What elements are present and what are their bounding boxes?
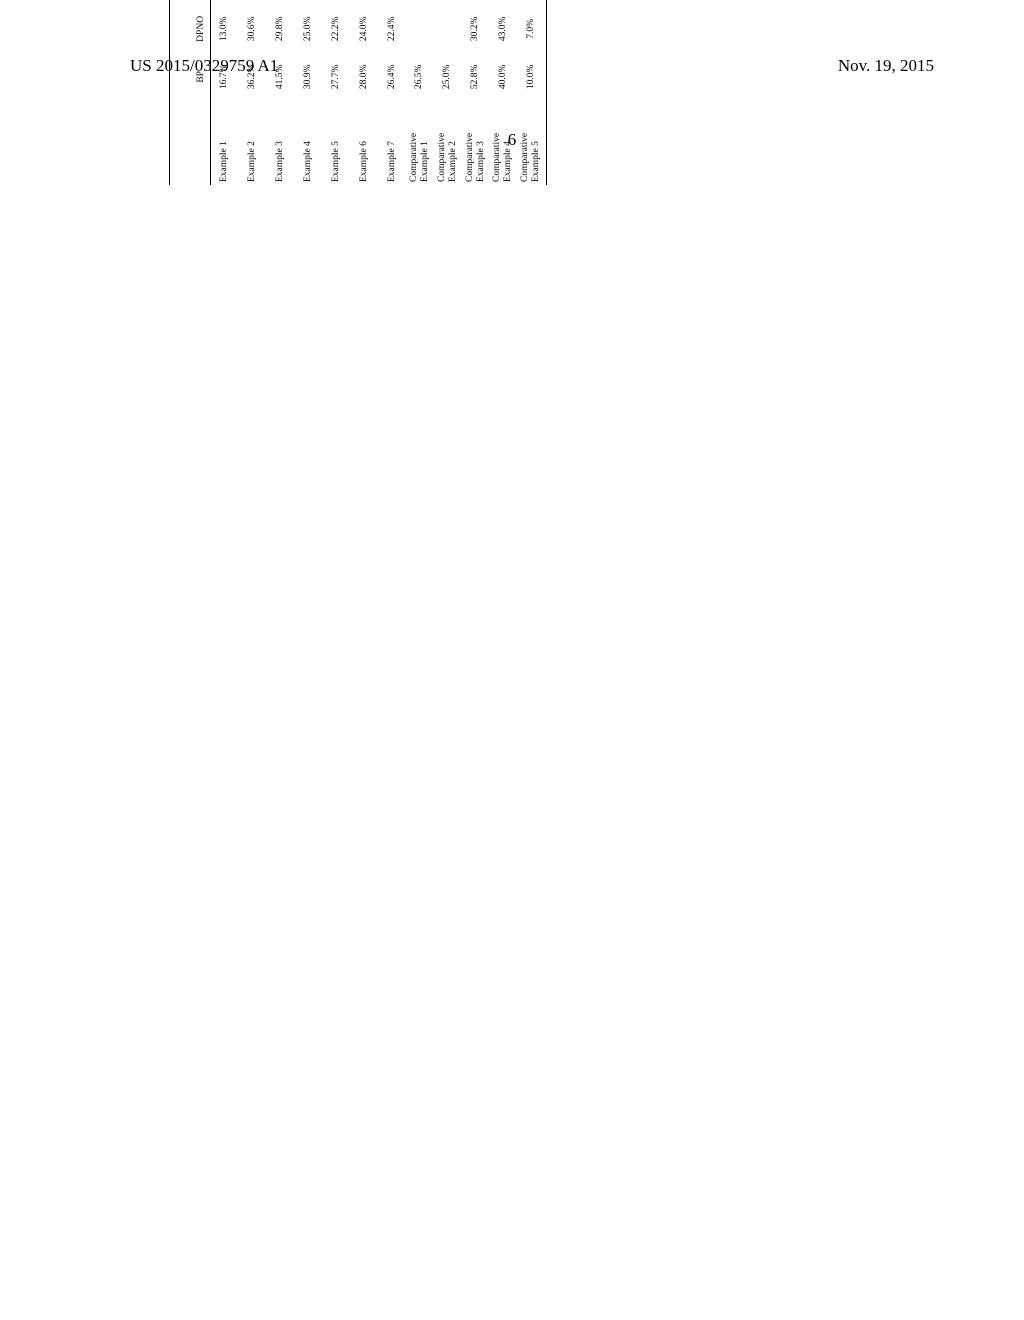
table-cell: 30.6% <box>239 4 267 53</box>
table-row: Example 726.4%22.4%0.5%40.6%4.9%5.2%1.2%… <box>378 0 406 185</box>
table-cell: Example 2 <box>239 100 267 185</box>
table-1-container: TABLE 1 p- Decom- position Decomposed Pr… <box>150 0 547 185</box>
table-cell: 22.2% <box>322 4 350 53</box>
table-cell: 43.0% <box>489 4 517 53</box>
table-cell: 23.8% <box>295 0 323 4</box>
table-cell: 24.0% <box>350 4 378 53</box>
table-cell: 13.0% <box>211 4 239 53</box>
col-0 <box>194 100 211 185</box>
table-row: Comparative Example 126.5%73.5%6.4%0.34%… <box>406 0 434 185</box>
table-cell: Example 7 <box>378 100 406 185</box>
table-cell: 25.0% <box>434 53 462 100</box>
table-row: Example 527.7%22.2%29.0%21.1%2.6%0.0%0.1… <box>322 0 350 185</box>
table-cell: 42.7% <box>517 0 546 4</box>
table-cell: Example 4 <box>295 100 323 185</box>
table-cell: Comparative Example 5 <box>517 100 546 185</box>
col-bp: BP <box>194 53 211 100</box>
table-cell: Comparative Example 3 <box>462 100 490 185</box>
table-cell: 28.7% <box>267 0 295 4</box>
pub-date: Nov. 19, 2015 <box>838 56 934 76</box>
table-cell: Comparative Example 4 <box>489 100 517 185</box>
table-cell: 22.4% <box>378 4 406 53</box>
table-cell: 28.0% <box>350 53 378 100</box>
header-group-row: p- Decom- position Decomposed Pressure A… <box>170 0 195 185</box>
table-cell: Example 6 <box>350 100 378 185</box>
table-row: Example 430.9%25.0%23.8%20.3%2.5%0.0%0.1… <box>295 0 323 185</box>
table-cell: 26.5% <box>406 53 434 100</box>
table-cell: 27.7% <box>322 53 350 100</box>
col-na: NA <box>194 0 211 4</box>
table-cell: 17.7% <box>211 0 239 4</box>
table-cell: 41.5% <box>267 53 295 100</box>
table-cell: 25.0% <box>350 0 378 4</box>
table-row: Comparative Example 510.0%7.0%42.7%40.3%… <box>517 0 546 185</box>
table-row: Example 236.2%30.6%26.7%6.5%2.7%0.0%0.1 … <box>239 0 267 185</box>
table-cell: 52.8% <box>462 53 490 100</box>
table-cell: 40.0% <box>489 53 517 100</box>
table-cell: Comparative Example 2 <box>434 100 462 185</box>
table-caption: TABLE 1 <box>150 0 165 185</box>
table-cell: 17.0% <box>489 0 517 4</box>
table-1: p- Decom- position Decomposed Pressure A… <box>169 0 547 185</box>
table-cell: 36.2% <box>239 53 267 100</box>
table-row: Example 116.7%13.0%17.7%1.0%38.2%12.7%0.… <box>211 0 239 185</box>
col-dpno: DPNO <box>194 4 211 53</box>
table-cell <box>434 4 462 53</box>
table-cell: 16.7% <box>211 53 239 100</box>
table-body: Example 116.7%13.0%17.7%1.0%38.2%12.7%0.… <box>211 0 547 185</box>
table-cell: 17.0% <box>462 0 490 4</box>
table-cell <box>406 0 434 4</box>
table-cell: Example 1 <box>211 100 239 185</box>
table-cell: 25.0% <box>295 4 323 53</box>
table-cell: Example 5 <box>322 100 350 185</box>
table-cell: 7.0% <box>517 4 546 53</box>
table-cell: 29.0% <box>322 0 350 4</box>
table-row: Comparative Example 352.8%30.2%17.0%2.1%… <box>462 0 490 185</box>
table-cell: Example 3 <box>267 100 295 185</box>
table-row: Example 341.5%29.8%28.7%2.6%0.0%0.1 MPa … <box>267 0 295 185</box>
table-cell: Comparative Example 1 <box>406 100 434 185</box>
table-row: Comparative Example 440.0%43.0%17.0%2.7%… <box>489 0 517 185</box>
table-row: Comparative Example 225.0%10.0%5.0%60.0%… <box>434 0 462 185</box>
table-row: Example 628.0%24.0%25.0%18.0%5.0%2.9%0.0… <box>350 0 378 185</box>
table-cell: 30.2% <box>462 4 490 53</box>
table-cell: 30.9% <box>295 53 323 100</box>
table-cell: 10.0% <box>517 53 546 100</box>
table-cell: 26.4% <box>378 53 406 100</box>
table-cell: 26.7% <box>239 0 267 4</box>
table-cell <box>434 0 462 4</box>
table-cell: 29.8% <box>267 4 295 53</box>
header-row: BP DPNO NA AN o-TER m-TER TER PH DPO OPP… <box>194 0 211 185</box>
table-cell <box>378 0 406 4</box>
table-cell <box>406 4 434 53</box>
